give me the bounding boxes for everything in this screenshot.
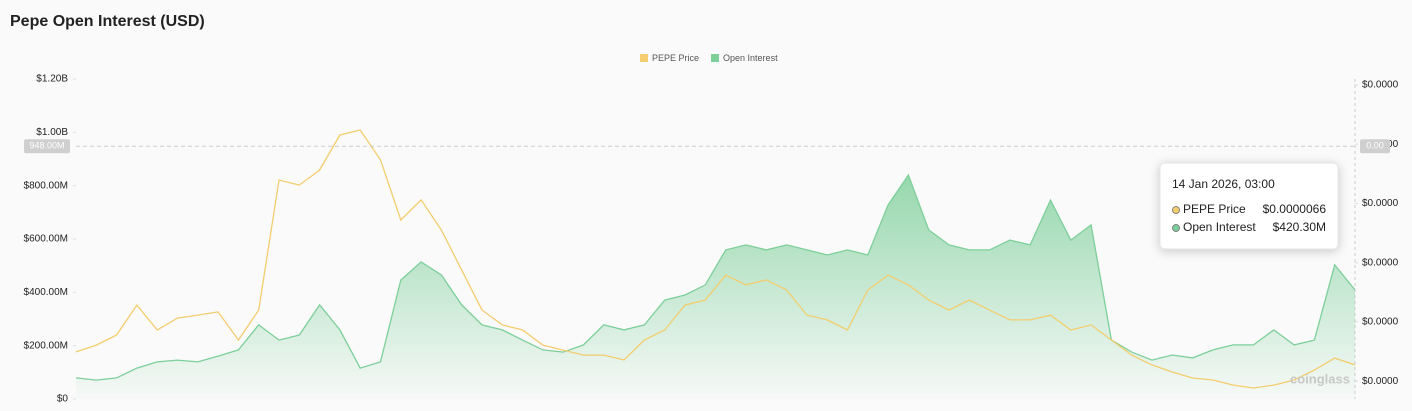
crosshair-label-bg <box>24 139 70 154</box>
y2-tick-label: $0.0000 <box>1362 80 1399 91</box>
tooltip-date: 14 Jan 2026, 03:00 <box>1172 177 1275 191</box>
y2-tick-label: $0.0000 <box>1362 257 1399 268</box>
legend-label: Open Interest <box>723 53 778 63</box>
legend-swatch <box>711 54 720 62</box>
y-tick-label: $800.00M <box>24 180 68 191</box>
series-line <box>75 129 1356 389</box>
tooltip-value: $420.30M <box>1273 220 1326 234</box>
y-tick-label: $1.20B <box>36 74 68 85</box>
tooltip-box <box>1159 162 1339 250</box>
legend: PEPE Price Open Interest <box>640 53 778 63</box>
y-tick-label: $200.00M <box>24 340 68 351</box>
tooltip: 14 Jan 2026, 03:00 PEPE Price $0.0000066 Op… <box>1159 162 1339 250</box>
legend-swatch <box>640 54 648 62</box>
tooltip-dot <box>1172 224 1180 232</box>
y-tick-label: $0 <box>57 394 69 405</box>
crosshair-label: 0.00 <box>1366 141 1384 151</box>
legend-label: PEPE Price <box>652 53 699 63</box>
y-tick-label: $600.00M <box>24 234 68 245</box>
tooltip-dot <box>1172 206 1180 214</box>
y2-tick-label: $0.0000 <box>1362 198 1399 209</box>
y-tick-label: $400.00M <box>24 287 68 298</box>
tooltip-value: $0.0000066 <box>1263 202 1327 216</box>
crosshair-label-bg <box>1360 139 1390 154</box>
watermark: coinglass <box>1290 371 1350 386</box>
y2-tick-label: $0.0000 <box>1362 376 1399 387</box>
y2-tick-label: $0.0000 <box>1362 317 1399 328</box>
tooltip-name: Open Interest <box>1183 220 1256 234</box>
y-tick-label: $1.00B <box>36 127 68 138</box>
crosshair-label: 948.00M <box>29 141 64 151</box>
chart-title: Pepe Open Interest (USD) <box>10 13 205 30</box>
series-line <box>75 173 1356 381</box>
tooltip-name: PEPE Price <box>1183 202 1246 216</box>
